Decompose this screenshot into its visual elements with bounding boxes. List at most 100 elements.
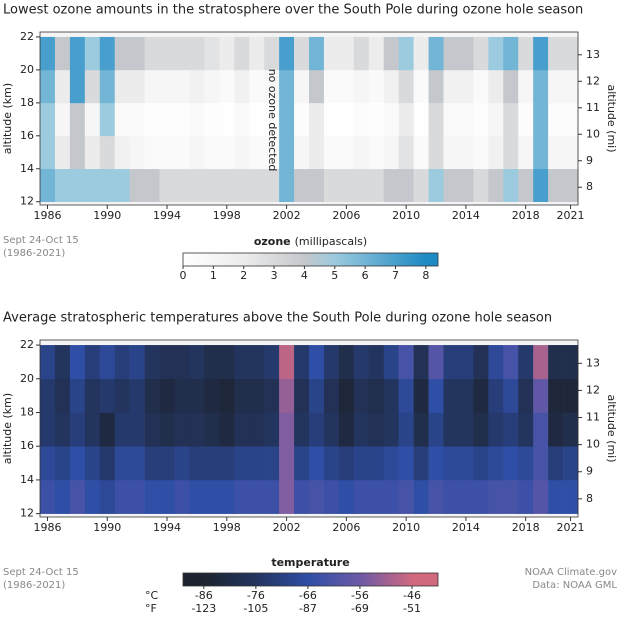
heat-cell	[533, 412, 549, 447]
heat-cell	[368, 102, 385, 137]
heat-cell	[428, 168, 444, 203]
heat-cell	[443, 345, 459, 380]
y-tick-label: 22	[20, 338, 34, 351]
chart-title: Average stratospheric temperatures above…	[3, 311, 552, 326]
x-tick-label: 2021	[557, 521, 585, 534]
heat-cell	[533, 168, 549, 203]
heat-cell	[219, 412, 235, 447]
colorbar-tick-label: -46	[403, 589, 421, 602]
heat-cell	[473, 479, 489, 514]
heat-cell	[398, 345, 414, 380]
heat-cell	[368, 446, 385, 481]
heat-cell	[563, 168, 579, 203]
colorbar-title: temperature	[271, 556, 349, 569]
heat-cell	[159, 135, 175, 170]
heat-cell	[189, 412, 205, 447]
heat-cell	[473, 345, 489, 380]
heat-cell	[69, 378, 86, 413]
heat-cell	[458, 69, 474, 104]
heat-cell	[533, 446, 549, 481]
heat-cell	[294, 412, 310, 447]
heat-cell	[383, 69, 399, 104]
heat-cell	[54, 168, 71, 203]
heat-cell	[189, 36, 205, 71]
heat-cell	[309, 378, 325, 413]
heat-cell	[264, 102, 280, 137]
heat-cell	[294, 69, 310, 104]
heat-cell	[458, 446, 474, 481]
heat-cell	[323, 135, 340, 170]
heat-cell	[279, 479, 295, 514]
heat-cell	[323, 479, 340, 514]
heat-cell	[443, 69, 459, 104]
colorbar-title-text: temperature	[271, 556, 349, 569]
heat-cell	[503, 36, 519, 71]
heat-cell	[548, 378, 564, 413]
heat-cell	[533, 479, 549, 514]
heat-cell	[234, 168, 250, 203]
heat-cell	[40, 36, 56, 71]
heat-cell	[518, 479, 534, 514]
heat-cell	[473, 378, 489, 413]
colorbar	[182, 252, 439, 267]
heat-cell	[174, 36, 190, 71]
heat-cell	[413, 479, 429, 514]
y-tick-label: 16	[20, 439, 34, 452]
heat-cell	[54, 36, 71, 71]
heat-cell	[294, 446, 310, 481]
heat-cell	[309, 168, 325, 203]
heat-cell	[294, 102, 310, 137]
heat-cell	[114, 102, 130, 137]
colorbar-tick2-label: -105	[243, 602, 268, 615]
heat-cell	[114, 378, 130, 413]
heat-cell	[189, 168, 205, 203]
colorbar-title: ozone (millipascals)	[254, 235, 367, 248]
heat-cell	[503, 479, 519, 514]
heat-cell	[383, 479, 399, 514]
heat-cell	[413, 36, 429, 71]
y-tick-label: 16	[20, 129, 34, 142]
heat-cell	[398, 378, 414, 413]
heat-cell	[84, 412, 101, 447]
heat-cell	[54, 479, 71, 514]
heat-cell	[189, 69, 205, 104]
heat-cell	[189, 345, 205, 380]
heat-cell	[353, 378, 370, 413]
heat-cell	[383, 446, 399, 481]
heat-cell	[174, 446, 190, 481]
x-tick-label: 1998	[213, 521, 241, 534]
heat-cell	[443, 446, 459, 481]
note: (1986-2021)	[3, 248, 65, 259]
heat-cell	[144, 378, 160, 413]
colorbar-tick-label: 8	[422, 269, 429, 282]
heat-cell	[249, 69, 265, 104]
heat-cell	[473, 102, 489, 137]
heat-cell	[309, 446, 325, 481]
heat-cell	[428, 345, 444, 380]
plot-frame	[39, 339, 579, 518]
heat-cell	[54, 69, 71, 104]
heat-cell	[338, 446, 355, 481]
heat-cell	[279, 412, 295, 447]
heat-cell	[533, 102, 549, 137]
heat-cell	[264, 36, 280, 71]
x-tick-label: 2018	[512, 209, 540, 222]
heat-cell	[69, 168, 86, 203]
heat-cell	[234, 378, 250, 413]
heat-cell	[533, 378, 549, 413]
heat-cell	[144, 479, 160, 514]
colorbar-tick-label: -66	[299, 589, 317, 602]
colorbar-title-text: ozone	[254, 235, 291, 248]
heat-cell	[249, 446, 265, 481]
heat-cell	[533, 36, 549, 71]
heat-cell	[189, 446, 205, 481]
heat-cell	[473, 168, 489, 203]
heat-cell	[174, 479, 190, 514]
heat-cell	[144, 102, 160, 137]
heat-cell	[323, 412, 340, 447]
heat-cell	[548, 135, 564, 170]
heat-cell	[159, 168, 175, 203]
heat-cell	[443, 479, 459, 514]
y-axis-label: altitude (km)	[1, 83, 14, 154]
y2-axis-label: altitude (mi)	[605, 84, 618, 152]
